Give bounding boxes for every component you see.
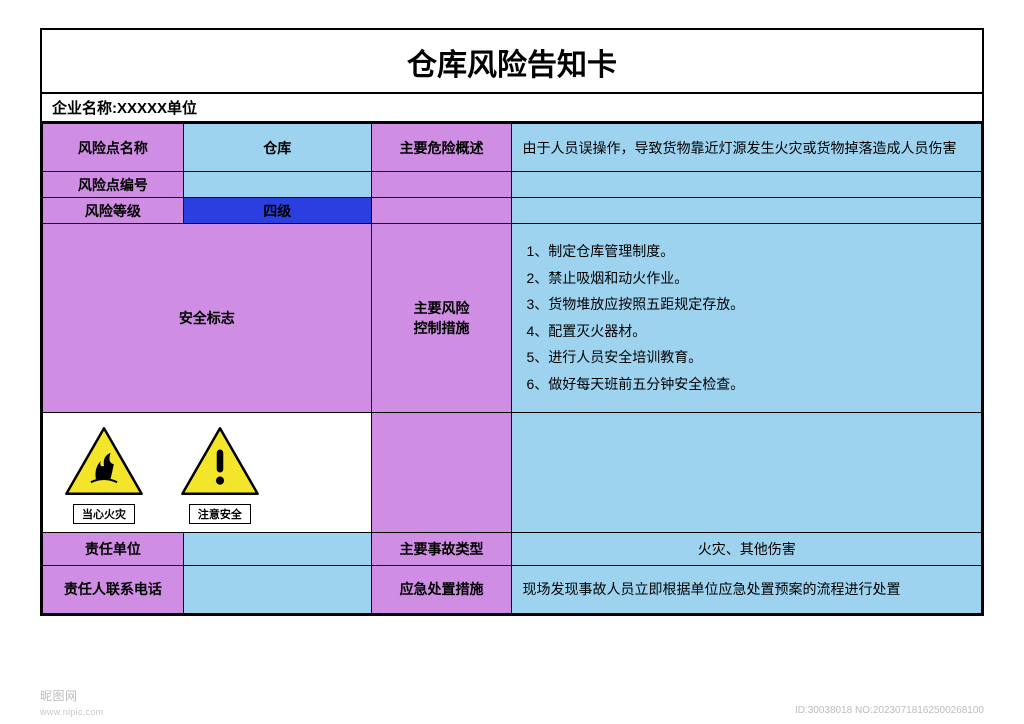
measure-1: 1、制定仓库管理制度。 bbox=[526, 238, 967, 265]
measure-2: 2、禁止吸烟和动火作业。 bbox=[526, 265, 967, 292]
risk-name-label: 风险点名称 bbox=[43, 124, 184, 172]
row-resp-unit: 责任单位 主要事故类型 火灾、其他伤害 bbox=[43, 532, 982, 565]
row-risk-code: 风险点编号 bbox=[43, 172, 982, 198]
measure-6: 6、做好每天班前五分钟安全检查。 bbox=[526, 371, 967, 398]
sign-caution: 注意安全 bbox=[179, 425, 261, 524]
row-risk-level: 风险等级 四级 bbox=[43, 198, 982, 224]
risk-level-value: 四级 bbox=[183, 198, 371, 224]
risk-code-value bbox=[183, 172, 371, 198]
sign-caution-caption: 注意安全 bbox=[189, 504, 251, 524]
sign-row-col3 bbox=[371, 412, 512, 532]
main-grid: 风险点名称 仓库 主要危险概述 由于人员误操作，导致货物靠近灯源发生火灾或货物掉… bbox=[42, 123, 982, 614]
watermark-site: 昵图网 bbox=[40, 689, 78, 703]
phone-value bbox=[183, 565, 371, 613]
control-label-l1: 主要风险 bbox=[373, 298, 511, 318]
hazard-desc-value: 由于人员误操作，导致货物靠近灯源发生火灾或货物掉落造成人员伤害 bbox=[512, 124, 982, 172]
sign-icons-cell: 当心火灾 注意安全 bbox=[43, 412, 372, 532]
row-risk-name: 风险点名称 仓库 主要危险概述 由于人员误操作，导致货物靠近灯源发生火灾或货物掉… bbox=[43, 124, 982, 172]
company-row: 企业名称:XXXXX单位 bbox=[42, 94, 982, 123]
fire-warning-icon bbox=[63, 425, 145, 497]
control-label: 主要风险 控制措施 bbox=[371, 224, 512, 413]
risk-code-label: 风险点编号 bbox=[43, 172, 184, 198]
control-label-l2: 控制措施 bbox=[373, 318, 511, 338]
risk-code-col4 bbox=[512, 172, 982, 198]
emergency-label: 应急处置措施 bbox=[371, 565, 512, 613]
risk-code-col3 bbox=[371, 172, 512, 198]
row-sign-icons: 当心火灾 注意安全 bbox=[43, 412, 982, 532]
caution-warning-icon bbox=[179, 425, 261, 497]
measure-5: 5、进行人员安全培训教育。 bbox=[526, 344, 967, 371]
risk-name-value: 仓库 bbox=[183, 124, 371, 172]
measure-4: 4、配置灭火器材。 bbox=[526, 318, 967, 345]
company-value: XXXXX单位 bbox=[117, 100, 197, 117]
row-safety: 安全标志 主要风险 控制措施 1、制定仓库管理制度。 2、禁止吸烟和动火作业。 … bbox=[43, 224, 982, 413]
resp-unit-label: 责任单位 bbox=[43, 532, 184, 565]
row-phone: 责任人联系电话 应急处置措施 现场发现事故人员立即根据单位应急处置预案的流程进行… bbox=[43, 565, 982, 613]
accident-type-label: 主要事故类型 bbox=[371, 532, 512, 565]
risk-card: 仓库风险告知卡 企业名称:XXXXX单位 风险点名称 仓库 主要危险概述 由于人… bbox=[40, 28, 984, 616]
risk-level-col3 bbox=[371, 198, 512, 224]
measure-3: 3、货物堆放应按照五距规定存放。 bbox=[526, 291, 967, 318]
watermark-bottom-left: 昵图网 www.nipic.com bbox=[40, 687, 103, 718]
risk-level-col4 bbox=[512, 198, 982, 224]
accident-type-value: 火灾、其他伤害 bbox=[512, 532, 982, 565]
sign-fire: 当心火灾 bbox=[63, 425, 145, 524]
watermark-url: www.nipic.com bbox=[40, 707, 103, 717]
company-label: 企业名称: bbox=[52, 100, 117, 117]
hazard-desc-label: 主要危险概述 bbox=[371, 124, 512, 172]
phone-label: 责任人联系电话 bbox=[43, 565, 184, 613]
emergency-value: 现场发现事故人员立即根据单位应急处置预案的流程进行处置 bbox=[512, 565, 982, 613]
card-title: 仓库风险告知卡 bbox=[42, 30, 982, 94]
resp-unit-value bbox=[183, 532, 371, 565]
watermark-bottom-right: ID:30038018 NO:20230718162500268100 bbox=[795, 705, 984, 716]
risk-level-label: 风险等级 bbox=[43, 198, 184, 224]
safety-sign-label: 安全标志 bbox=[43, 224, 372, 413]
sign-fire-caption: 当心火灾 bbox=[73, 504, 135, 524]
control-measures: 1、制定仓库管理制度。 2、禁止吸烟和动火作业。 3、货物堆放应按照五距规定存放… bbox=[512, 224, 982, 413]
sign-row-col4 bbox=[512, 412, 982, 532]
